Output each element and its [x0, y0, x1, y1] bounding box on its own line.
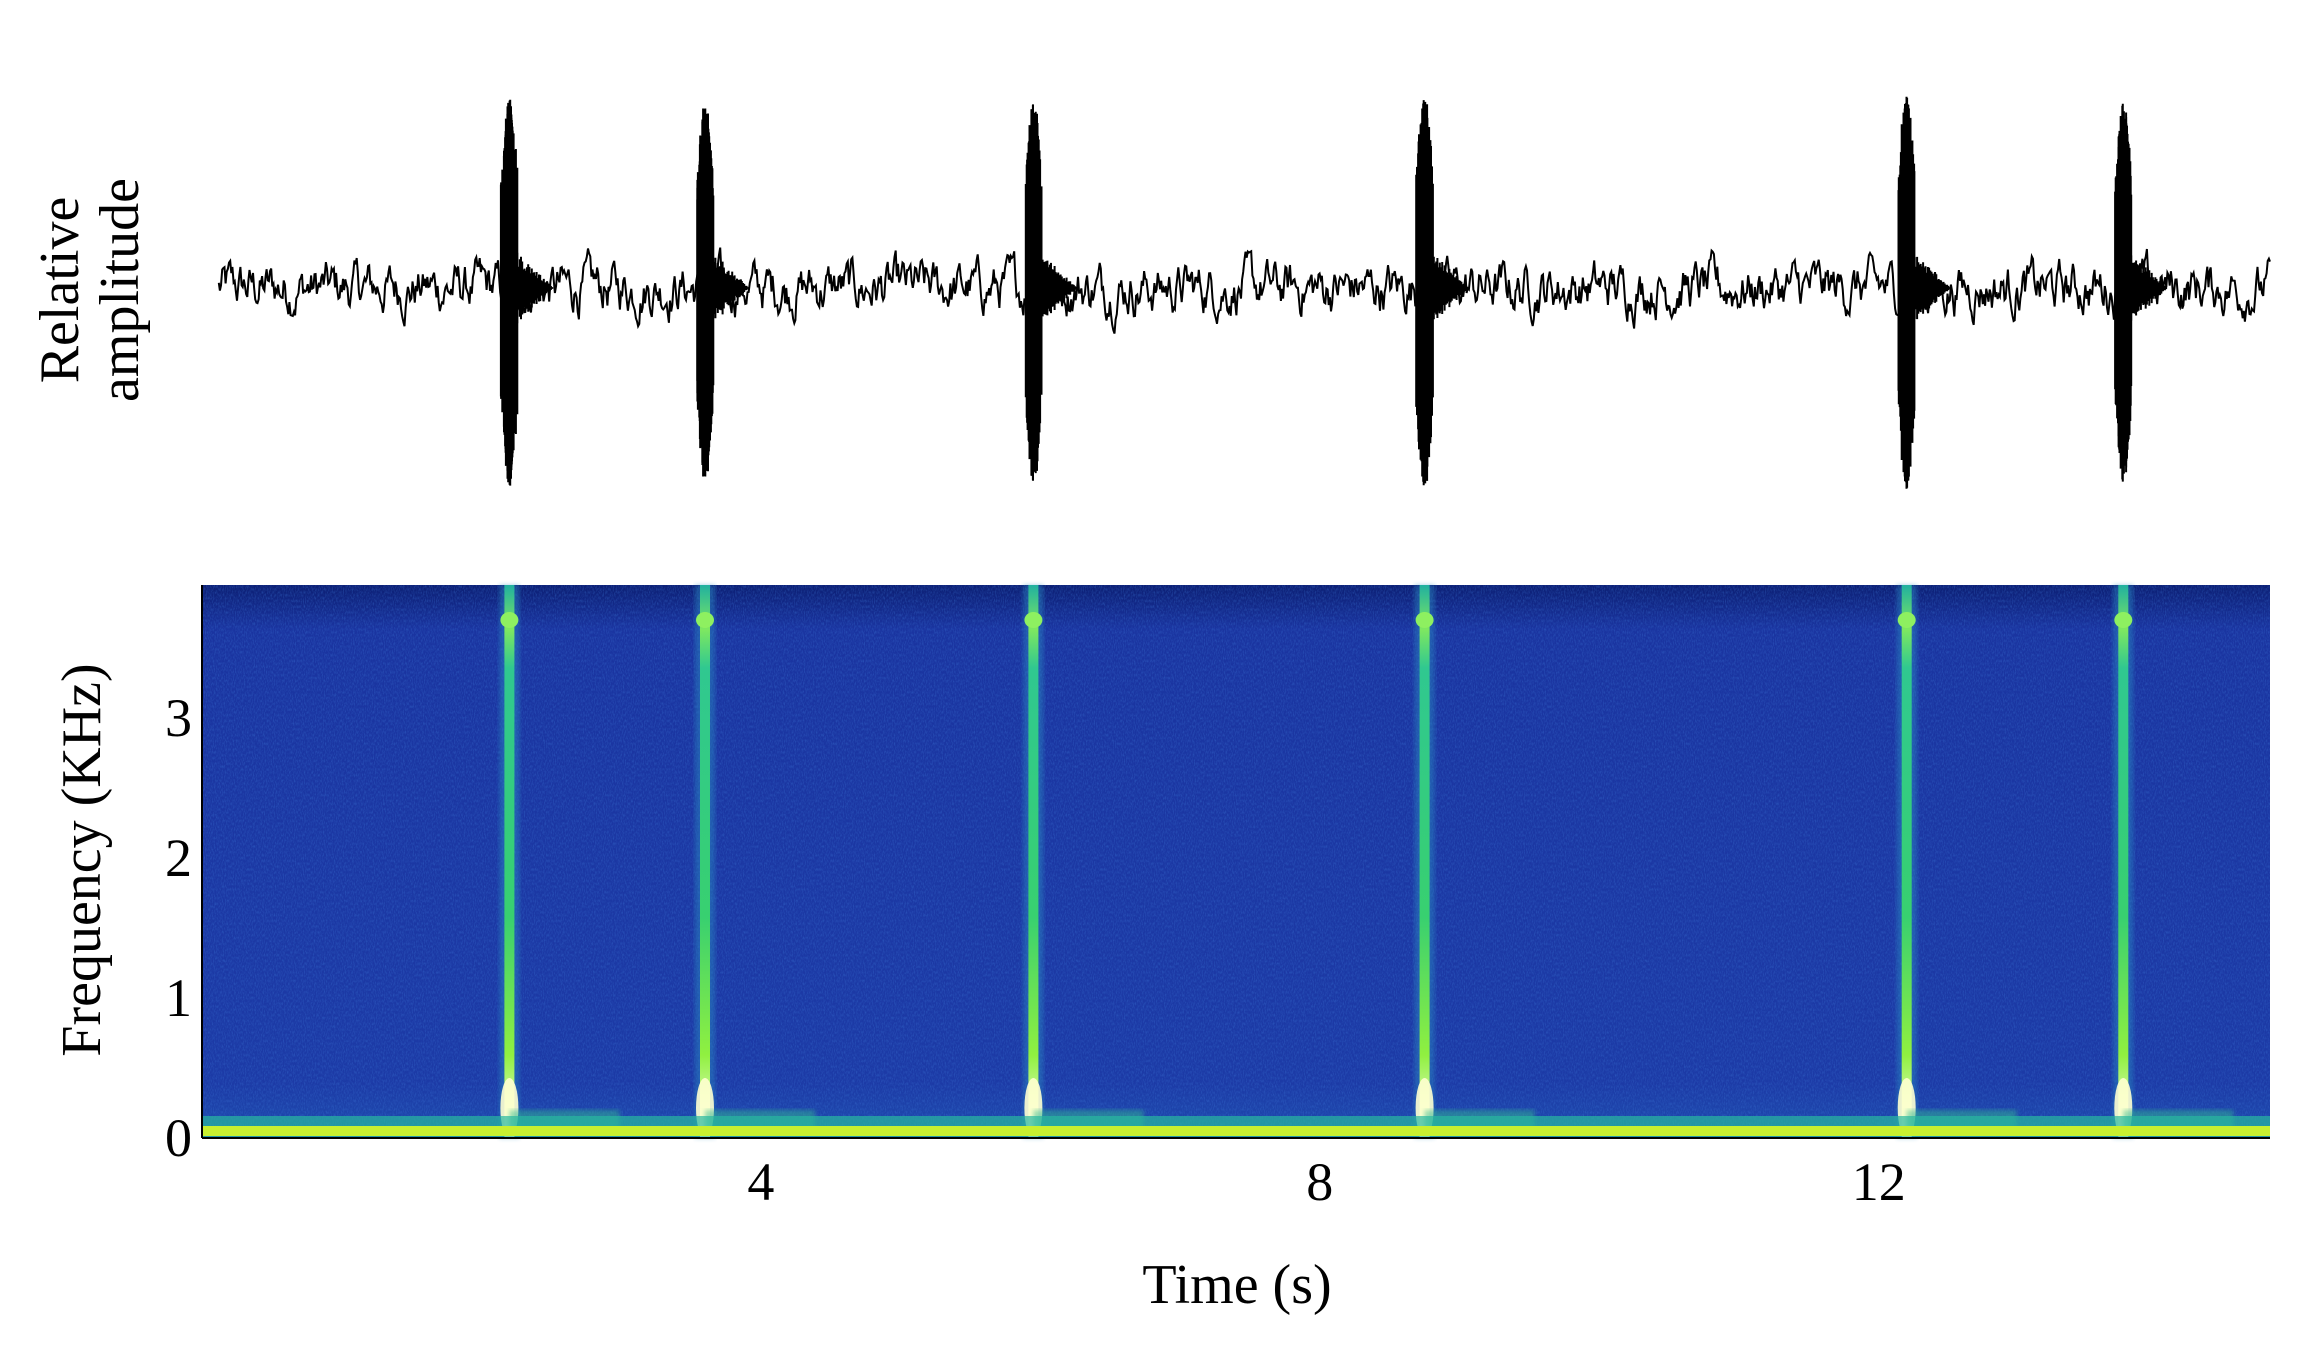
waveform-burst [499, 99, 554, 486]
spectrogram-event [700, 585, 710, 1138]
spectrogram-event-highfreq [500, 612, 519, 628]
waveform-burst [696, 108, 749, 477]
waveform-burst [1897, 96, 1951, 489]
x-tick-label: 12 [1852, 1152, 1906, 1212]
y-tick-label: 2 [165, 828, 192, 888]
waveform-burst [1415, 100, 1469, 486]
spectrogram-event [2118, 585, 2129, 1138]
spectrogram-event [1419, 585, 1430, 1138]
spectrogram-event-highfreq [2114, 612, 2133, 628]
y-tick-label: 0 [165, 1108, 192, 1168]
spectrogram-event-highfreq [1897, 612, 1916, 628]
waveform-ylabel-line1: Relative [29, 197, 91, 384]
spectrogram-event [1028, 585, 1039, 1138]
spectrogram-event [1901, 585, 1912, 1138]
spectrogram-ylabel: Frequency (KHz) [51, 663, 113, 1056]
waveform-baseline [217, 247, 2271, 334]
waveform-trace [217, 96, 2271, 489]
x-tick-label: 8 [1306, 1152, 1333, 1212]
x-tick-label: 4 [747, 1152, 774, 1212]
spectrogram-event-highfreq [696, 612, 714, 628]
spectrogram-event [504, 585, 515, 1138]
x-tick-labels: 4 8 12 [747, 1152, 1905, 1212]
waveform-burst [1024, 104, 1078, 481]
y-tick-label: 1 [165, 968, 192, 1028]
waveform-ylabel-line2: amplitude [89, 178, 151, 402]
spectrogram-low-band [202, 1116, 2270, 1138]
spectrogram-noise [202, 585, 2270, 1138]
x-axis-label: Time (s) [1142, 1254, 1331, 1316]
waveform-burst [2114, 103, 2168, 482]
spectrogram-event-highfreq [1024, 612, 1043, 628]
low-band-core [202, 1126, 2270, 1136]
y-tick-labels: 0 1 2 3 [165, 688, 192, 1168]
waveform-panel: Relative amplitude [29, 96, 2271, 489]
y-tick-label: 3 [165, 688, 192, 748]
spectrogram-event-highfreq [1415, 612, 1434, 628]
